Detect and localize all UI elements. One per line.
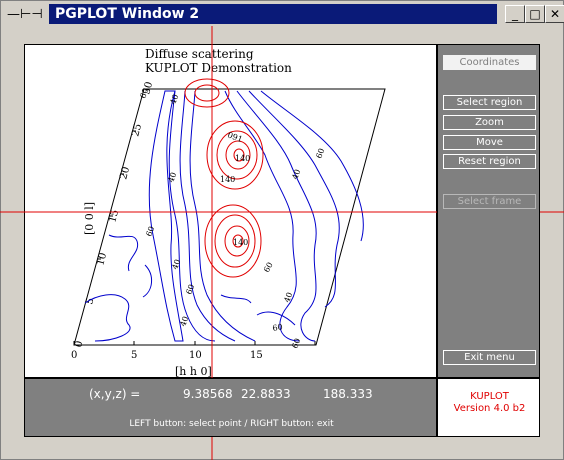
svg-text:60: 60: [290, 337, 302, 350]
svg-text:140: 140: [220, 175, 235, 184]
menu-panel: [437, 44, 540, 378]
svg-text:60: 60: [314, 147, 326, 160]
status-bar: (x,y,z) = 9.38568 22.8833 188.333 LEFT b…: [24, 378, 437, 437]
x-tick-10: 10: [189, 350, 202, 361]
app-name: KUPLOT: [470, 391, 509, 402]
plot-title-1: Diffuse scattering: [145, 47, 254, 61]
title-bar-active: [49, 4, 497, 24]
svg-text:091: 091: [226, 130, 243, 144]
zoom-button[interactable]: Zoom: [443, 115, 536, 130]
x-tick-5: 5: [131, 350, 137, 361]
svg-text:40: 40: [282, 291, 294, 304]
outer-contours: [84, 90, 364, 342]
reset-region-button[interactable]: Reset region: [443, 154, 536, 169]
svg-text:60: 60: [272, 322, 284, 333]
minimize-button[interactable]: _: [505, 5, 525, 23]
y-axis-label: [0 0 l]: [83, 202, 96, 235]
coordinates-button[interactable]: Coordinates: [443, 55, 536, 70]
app-info: KUPLOT Version 4.0 b2: [437, 378, 540, 437]
help-text: LEFT button: select point / RIGHT button…: [129, 419, 334, 429]
select-region-button[interactable]: Select region: [443, 95, 536, 110]
svg-text:40: 40: [290, 168, 302, 181]
svg-text:40: 40: [178, 315, 190, 328]
svg-text:40: 40: [170, 258, 182, 271]
svg-text:40: 40: [166, 171, 178, 184]
y-tick-5: 5: [84, 297, 96, 306]
y-tick-10: 10: [95, 252, 109, 267]
svg-text:60: 60: [184, 283, 196, 296]
contour-plot: Diffuse scattering KUPLOT Demonstration …: [71, 47, 386, 378]
x-axis-label: [h h 0]: [175, 365, 212, 378]
maximize-button[interactable]: □: [525, 5, 545, 23]
svg-text:140: 140: [233, 238, 248, 247]
plot-title-2: KUPLOT Demonstration: [145, 61, 292, 75]
plot-area[interactable]: Diffuse scattering KUPLOT Demonstration …: [24, 44, 437, 378]
y-tick-0: 0: [73, 340, 85, 349]
exit-menu-button[interactable]: Exit menu: [443, 350, 536, 365]
coord-label: (x,y,z) =: [89, 387, 141, 401]
svg-text:140: 140: [235, 154, 250, 163]
coord-y: 22.8833: [241, 387, 291, 401]
window-title: PGPLOT Window 2: [55, 6, 200, 22]
inner-contours: [184, 78, 264, 278]
select-frame-button[interactable]: Select frame: [443, 194, 536, 209]
y-tick-25: 25: [130, 123, 144, 138]
window-menu-icon[interactable]: —⊢⊣: [7, 7, 43, 22]
title-bar: —⊢⊣ PGPLOT Window 2 _ □ ✕: [3, 3, 564, 25]
x-tick-0: 0: [71, 350, 77, 361]
coord-x: 9.38568: [183, 387, 233, 401]
app-version: Version 4.0 b2: [453, 403, 526, 414]
y-tick-30: 30: [141, 81, 155, 96]
contour-labels: 091 140 140 140 40 40 40 40 40 40 60 60 …: [138, 87, 326, 350]
svg-text:40: 40: [168, 93, 180, 106]
x-tick-15: 15: [250, 350, 263, 361]
y-tick-15: 15: [107, 209, 121, 224]
svg-text:60: 60: [262, 261, 275, 274]
svg-text:60: 60: [138, 87, 150, 100]
coord-z: 188.333: [323, 387, 373, 401]
move-button[interactable]: Move: [443, 135, 536, 150]
close-button[interactable]: ✕: [545, 5, 564, 23]
x-axis-ticks: [73, 341, 316, 345]
svg-text:60: 60: [144, 225, 156, 238]
y-tick-20: 20: [118, 166, 132, 181]
